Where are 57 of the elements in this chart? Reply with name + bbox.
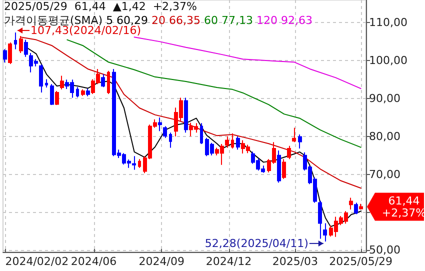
candlestick xyxy=(323,222,327,242)
candlestick xyxy=(24,39,28,58)
candlestick xyxy=(318,200,322,240)
candlestick xyxy=(81,88,85,96)
candlestick xyxy=(277,150,281,184)
candlestick xyxy=(14,32,17,50)
candlestick xyxy=(298,134,302,150)
candlestick xyxy=(236,136,240,150)
legend-title: 가격이동평균(SMA) xyxy=(4,14,103,27)
candlestick xyxy=(354,202,358,215)
candlestick xyxy=(3,48,7,64)
y-tick-label: 70,00 xyxy=(369,168,400,181)
x-tick-label: 2024/02/02 xyxy=(5,255,69,268)
text: 120 92,63 xyxy=(256,14,313,27)
line-series xyxy=(25,46,362,228)
candlestick xyxy=(184,97,188,134)
candlestick xyxy=(282,158,286,180)
candlestick xyxy=(169,132,172,148)
candlestick xyxy=(359,203,363,210)
y-tick-label: 80,00 xyxy=(369,130,400,143)
x-tick-label: 2025/03 xyxy=(272,255,318,268)
candlestick xyxy=(287,145,291,160)
candlestick xyxy=(107,70,110,94)
text: 5 60,29 xyxy=(106,14,148,27)
candlestick xyxy=(158,116,162,132)
x-tick-label: 2025/05/29 xyxy=(329,255,393,268)
candlestick xyxy=(76,86,79,98)
candlestick xyxy=(50,84,54,106)
y-tick-label: 50,00 xyxy=(369,244,400,257)
y-tick-label: 110,00 xyxy=(369,16,408,30)
candlestick xyxy=(39,64,43,93)
candlestick xyxy=(231,132,234,150)
y-tick-label: 100,00 xyxy=(369,54,408,68)
candlestick xyxy=(101,74,105,88)
x-tick-label: 2024/09 xyxy=(138,255,184,268)
candlestick xyxy=(292,127,296,143)
candlestick xyxy=(19,36,23,54)
candlestick xyxy=(163,126,167,138)
candlestick xyxy=(138,158,141,168)
chart-title: 2025/05/29 61,44 ▲1,42 +2,37% xyxy=(4,0,197,13)
y-tick-label: 90,00 xyxy=(369,92,400,106)
text: 20 66,35 xyxy=(152,14,201,27)
candlestick xyxy=(8,42,12,65)
candlestick xyxy=(349,197,353,210)
candlestick xyxy=(200,122,203,144)
line-series xyxy=(20,36,362,189)
candlestick xyxy=(60,75,64,90)
annotation: 52,28(2025/04/11) xyxy=(204,236,308,250)
line-series xyxy=(134,36,362,90)
text: 60 77,13 xyxy=(204,14,254,27)
x-tick-label: 2024/06 xyxy=(70,255,117,268)
candlestick xyxy=(225,136,229,148)
line-series xyxy=(66,39,362,148)
candlestick xyxy=(45,78,48,88)
x-tick-label: 2024/12 xyxy=(206,255,252,268)
candlestick xyxy=(55,90,59,106)
candlestick xyxy=(86,88,90,97)
